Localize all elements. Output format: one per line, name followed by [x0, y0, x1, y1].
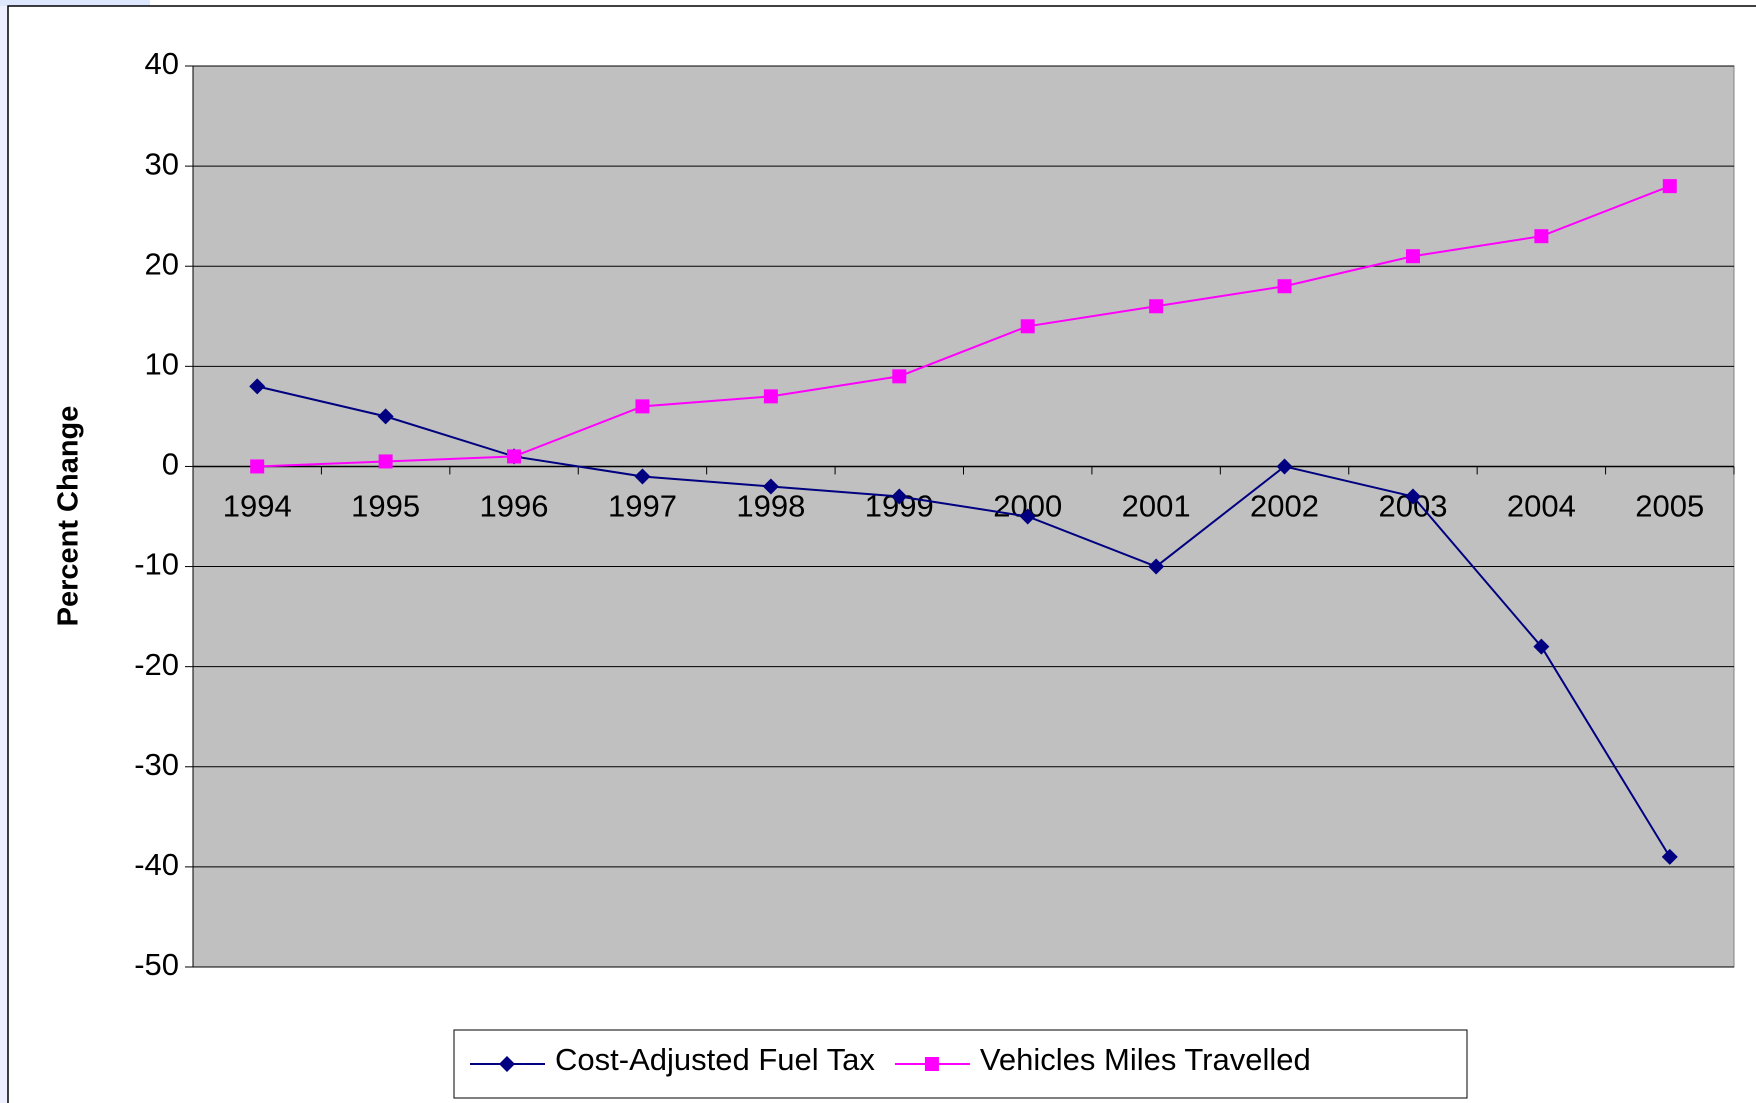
- marker: [1149, 299, 1164, 314]
- marker: [891, 488, 908, 505]
- y-tick-label: 10: [145, 347, 179, 382]
- y-axis-label: Percent Change: [53, 406, 85, 627]
- marker: [1534, 229, 1549, 244]
- x-tick-label: 2002: [1250, 489, 1319, 524]
- marker: [1533, 638, 1550, 655]
- x-tick-label: 2004: [1507, 489, 1576, 524]
- y-tick-label: -10: [134, 547, 179, 582]
- marker: [1662, 179, 1677, 194]
- x-tick-label: 2001: [1122, 489, 1191, 524]
- plot-area: [192, 65, 1735, 968]
- marker: [1148, 558, 1165, 575]
- marker: [763, 389, 778, 404]
- y-tick-label: 0: [162, 447, 179, 482]
- y-tick-label: -30: [134, 747, 179, 782]
- marker: [1276, 458, 1293, 475]
- marker: [762, 478, 779, 495]
- y-tick-label: 40: [145, 46, 179, 81]
- marker: [250, 459, 265, 474]
- marker: [1405, 249, 1420, 264]
- marker: [924, 1057, 939, 1071]
- y-tick-label: 20: [145, 246, 179, 281]
- marker: [1661, 848, 1678, 865]
- marker: [249, 378, 266, 395]
- marker: [635, 399, 650, 414]
- left-strip: [0, 0, 8, 1103]
- marker: [1404, 488, 1421, 505]
- y-tick-label: -40: [134, 847, 179, 882]
- series-line: [257, 185, 1671, 468]
- marker: [507, 449, 522, 464]
- y-tick-label: -20: [134, 647, 179, 682]
- marker: [634, 468, 651, 485]
- x-tick-label: 2005: [1635, 489, 1704, 524]
- x-tick-label: 1996: [480, 489, 549, 524]
- x-tick-label: 1997: [608, 489, 677, 524]
- top-strip: [0, 0, 150, 6]
- x-tick-label: 1994: [223, 489, 292, 524]
- legend-label: Vehicles Miles Travelled: [980, 1042, 1311, 1077]
- marker: [1019, 508, 1036, 525]
- series-line: [256, 385, 1671, 858]
- marker: [892, 369, 907, 384]
- marker: [1020, 319, 1035, 334]
- marker: [377, 408, 394, 425]
- marker: [1277, 279, 1292, 294]
- y-tick-label: -50: [134, 947, 179, 982]
- x-tick-label: 1995: [351, 489, 420, 524]
- marker: [378, 454, 393, 469]
- legend-label: Cost-Adjusted Fuel Tax: [555, 1042, 875, 1077]
- y-tick-label: 30: [145, 146, 179, 181]
- marker: [499, 1056, 515, 1072]
